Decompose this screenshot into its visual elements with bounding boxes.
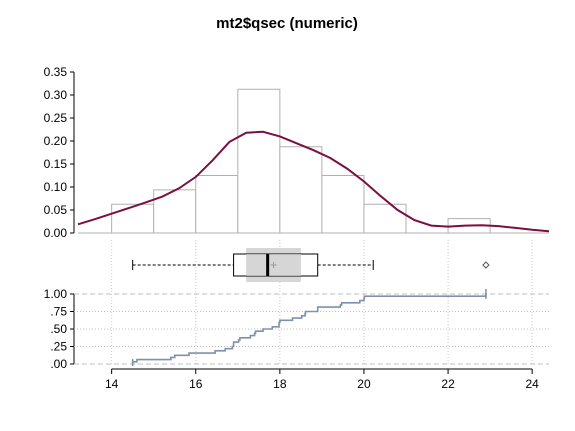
histogram-y-tick-label: 0.30 — [44, 88, 68, 102]
outlier-point — [482, 261, 490, 269]
histogram-bar — [279, 146, 323, 234]
x-tick-label: 16 — [189, 377, 203, 391]
histogram-y-tick-label: 0.00 — [44, 226, 68, 240]
ecdf-y-tick-label: .75 — [50, 305, 67, 319]
x-tick-label: 24 — [525, 377, 539, 391]
histogram-bar — [237, 88, 281, 234]
histogram-y-tick-label: 0.20 — [44, 134, 68, 148]
x-axis: 14 16 18 20 22 24 — [105, 368, 539, 391]
x-tick-label: 14 — [105, 377, 119, 391]
x-tick-label: 18 — [273, 377, 287, 391]
histogram-y-tick-label: 0.05 — [44, 203, 68, 217]
ecdf-y-tick-label: .50 — [50, 322, 67, 336]
ecdf-y-tick-label: 1.00 — [44, 287, 68, 301]
ecdf-y-tick-label: .25 — [50, 340, 67, 354]
histogram-bar — [195, 175, 239, 234]
histogram-y-tick-label: 0.15 — [44, 157, 68, 171]
x-tick-label: 20 — [357, 377, 371, 391]
histogram-bar — [111, 203, 155, 234]
histogram-y-tick-label: 0.35 — [44, 65, 68, 79]
histogram-bar — [153, 189, 197, 234]
histogram-y-tick-label: 0.25 — [44, 111, 68, 125]
histogram-y-tick-label: 0.10 — [44, 180, 68, 194]
ecdf-step-line — [131, 294, 487, 365]
ecdf-panel: .00 .25 .50 .75 1.00 — [44, 287, 549, 371]
histogram-panel: 0.00 0.05 0.10 0.15 0.20 0.25 0.30 0.35 — [44, 65, 550, 240]
ecdf-y-tick-label: .00 — [50, 357, 67, 371]
x-tick-label: 22 — [441, 377, 455, 391]
boxplot-panel — [111, 240, 533, 364]
density-curve — [77, 130, 550, 233]
chart-title: mt2$qsec (numeric) — [216, 15, 358, 32]
histogram-bar — [363, 203, 407, 234]
histogram-bar — [321, 175, 365, 234]
